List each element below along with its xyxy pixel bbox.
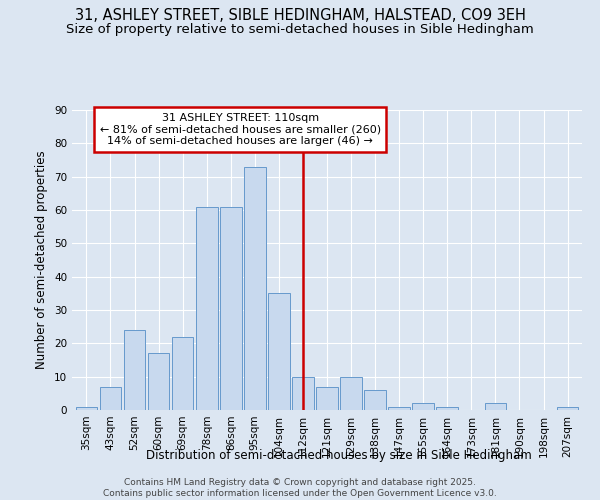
Text: 31 ASHLEY STREET: 110sqm
← 81% of semi-detached houses are smaller (260)
14% of : 31 ASHLEY STREET: 110sqm ← 81% of semi-d… (100, 113, 381, 146)
Bar (412, 404, 434, 410)
Bar (220, 206, 242, 410)
Bar (196, 206, 218, 410)
Bar (388, 406, 410, 410)
Bar (76, 406, 97, 410)
Bar (316, 386, 338, 410)
Bar (485, 404, 506, 410)
Bar (340, 376, 362, 410)
Bar (100, 386, 121, 410)
Bar (436, 406, 458, 410)
Bar (148, 354, 169, 410)
Y-axis label: Number of semi-detached properties: Number of semi-detached properties (35, 150, 49, 370)
Text: Contains HM Land Registry data © Crown copyright and database right 2025.
Contai: Contains HM Land Registry data © Crown c… (103, 478, 497, 498)
Bar (364, 390, 386, 410)
Bar (268, 294, 290, 410)
Bar (292, 376, 314, 410)
Text: Distribution of semi-detached houses by size in Sible Hedingham: Distribution of semi-detached houses by … (146, 450, 532, 462)
Bar (244, 166, 266, 410)
Bar (557, 406, 578, 410)
Text: Size of property relative to semi-detached houses in Sible Hedingham: Size of property relative to semi-detach… (66, 22, 534, 36)
Bar (124, 330, 145, 410)
Bar (172, 336, 193, 410)
Text: 31, ASHLEY STREET, SIBLE HEDINGHAM, HALSTEAD, CO9 3EH: 31, ASHLEY STREET, SIBLE HEDINGHAM, HALS… (74, 8, 526, 22)
